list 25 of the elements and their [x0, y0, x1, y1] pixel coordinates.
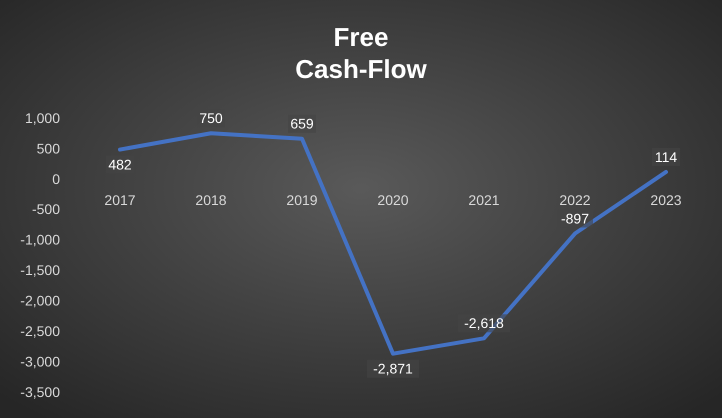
y-tick-label: -1,500: [20, 262, 60, 278]
text: -897: [560, 210, 590, 226]
y-tick-label: -2,500: [20, 323, 60, 340]
y-tick-label: -3,500: [20, 384, 60, 400]
text: 659: [290, 116, 314, 132]
text: -2,871: [373, 360, 413, 377]
y-tick-label: -2,000: [20, 292, 60, 309]
text: 114: [654, 148, 678, 165]
x-tick-label: 2017: [104, 192, 136, 208]
y-tick-label: -500: [32, 201, 60, 218]
x-tick-label: 2020: [377, 192, 409, 208]
x-tick-label: 2018: [195, 192, 227, 208]
y-tick-label: -1,000: [20, 232, 60, 248]
y-tick-label: 1,000: [24, 110, 60, 126]
y-tick-label: 500: [36, 140, 60, 156]
x-tick-label: 2021: [468, 192, 500, 208]
text: 750: [199, 110, 223, 126]
chart-title: Free Cash-Flow: [295, 22, 428, 84]
x-tick-label: 2022: [559, 192, 591, 208]
y-tick-label: 0: [52, 170, 60, 187]
y-tick-label: -3,000: [20, 353, 60, 370]
text: -2,618: [464, 315, 504, 332]
text: 482: [108, 156, 132, 172]
x-tick-label: 2023: [650, 192, 682, 208]
x-tick-label: 2019: [286, 192, 318, 208]
